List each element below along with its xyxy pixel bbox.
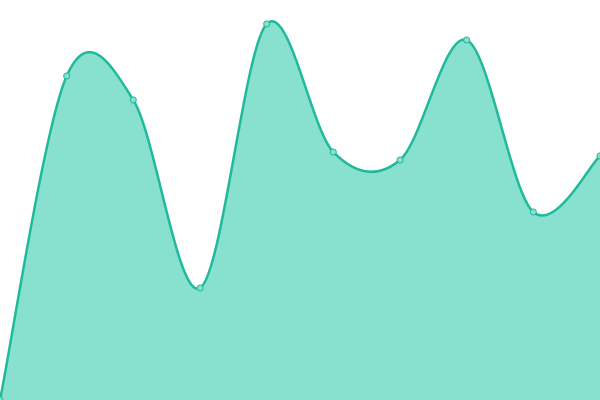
point — [196, 284, 204, 292]
point — [396, 156, 404, 164]
point — [596, 152, 600, 160]
point — [463, 36, 471, 44]
point — [529, 208, 537, 216]
point — [63, 72, 71, 80]
area — [0, 21, 600, 400]
point — [329, 148, 337, 156]
point — [129, 96, 137, 104]
point — [0, 396, 4, 400]
point — [263, 20, 271, 28]
